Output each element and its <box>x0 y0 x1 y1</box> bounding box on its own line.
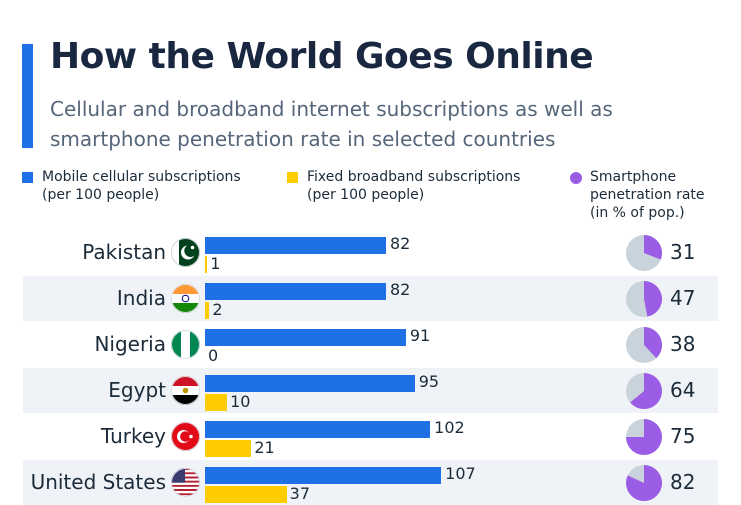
legend-mobile-label: Mobile cellular subscriptions (per 100 p… <box>42 169 241 203</box>
pakistan-flag-icon <box>171 238 200 267</box>
fixed-bar <box>205 394 228 411</box>
mobile-bar <box>205 283 386 300</box>
fixed-value-label: 1 <box>210 254 221 273</box>
mobile-value-label: 107 <box>445 464 476 483</box>
chart-title: How the World Goes Online <box>50 36 594 77</box>
smartphone-value-label: 64 <box>670 378 696 402</box>
fixed-value-label: 0 <box>208 346 219 365</box>
fixed-value-label: 10 <box>230 392 251 411</box>
smartphone-pie <box>626 235 663 271</box>
chart-subtitle: Cellular and broadband internet subscrip… <box>50 97 613 151</box>
legend-fixed: Fixed broadband subscriptions (per 100 p… <box>287 168 521 204</box>
pie-slice-smartphone <box>644 235 663 260</box>
fixed-bar <box>205 440 252 457</box>
turkey-flag-icon <box>171 422 200 451</box>
legend-fixed-swatch <box>287 172 298 183</box>
smartphone-pie <box>626 419 662 455</box>
pie-slice-smartphone <box>630 373 663 409</box>
legend-mobile-swatch <box>22 172 33 183</box>
country-label: Pakistan <box>82 240 166 264</box>
smartphone-value-label: 47 <box>670 286 696 310</box>
pie-slice-smartphone <box>626 419 662 455</box>
title-accent-bar <box>22 44 33 148</box>
legend-smartphone: Smartphone penetration rate (in % of pop… <box>570 168 705 222</box>
country-label: India <box>116 286 166 310</box>
mobile-value-label: 82 <box>390 234 411 253</box>
fixed-value-label: 37 <box>289 484 311 503</box>
mobile-bar <box>205 467 442 484</box>
smartphone-value-label: 82 <box>670 470 696 494</box>
mobile-bar <box>205 329 406 346</box>
fixed-value-label: 21 <box>254 438 275 457</box>
fixed-bar <box>205 486 287 503</box>
fixed-bar <box>205 302 210 319</box>
fixed-value-label: 2 <box>212 300 223 319</box>
smartphone-pie <box>626 327 662 363</box>
mobile-value-label: 82 <box>390 280 411 299</box>
india-flag-icon <box>171 284 200 313</box>
smartphone-value-label: 75 <box>670 424 696 448</box>
mobile-value-label: 91 <box>409 326 431 345</box>
legend-mobile: Mobile cellular subscriptions (per 100 p… <box>22 168 241 204</box>
fixed-bar <box>205 256 208 273</box>
egypt-flag-icon <box>171 376 200 405</box>
pie-slice-smartphone <box>644 281 662 317</box>
nigeria-flag-icon <box>171 330 200 359</box>
smartphone-pie <box>626 281 662 317</box>
smartphone-pie <box>626 373 663 409</box>
legend-smartphone-label: Smartphone penetration rate (in % of pop… <box>590 169 705 221</box>
pie-slice-smartphone <box>644 327 662 359</box>
country-label: Egypt <box>108 378 166 402</box>
country-label: United States <box>30 470 166 494</box>
mobile-bar <box>205 375 415 392</box>
mobile-bar <box>205 237 386 254</box>
smartphone-pie <box>625 465 662 501</box>
country-label: Nigeria <box>94 332 166 356</box>
country-label: Turkey <box>100 424 166 448</box>
legend-smartphone-swatch <box>570 172 582 184</box>
mobile-value-label: 95 <box>418 372 440 391</box>
mobile-bar <box>205 421 431 438</box>
smartphone-value-label: 31 <box>670 240 696 264</box>
legend-fixed-label: Fixed broadband subscriptions (per 100 p… <box>307 169 521 203</box>
united-states-flag-icon <box>171 468 200 497</box>
smartphone-value-label: 38 <box>670 332 696 356</box>
mobile-value-label: 102 <box>434 418 465 437</box>
